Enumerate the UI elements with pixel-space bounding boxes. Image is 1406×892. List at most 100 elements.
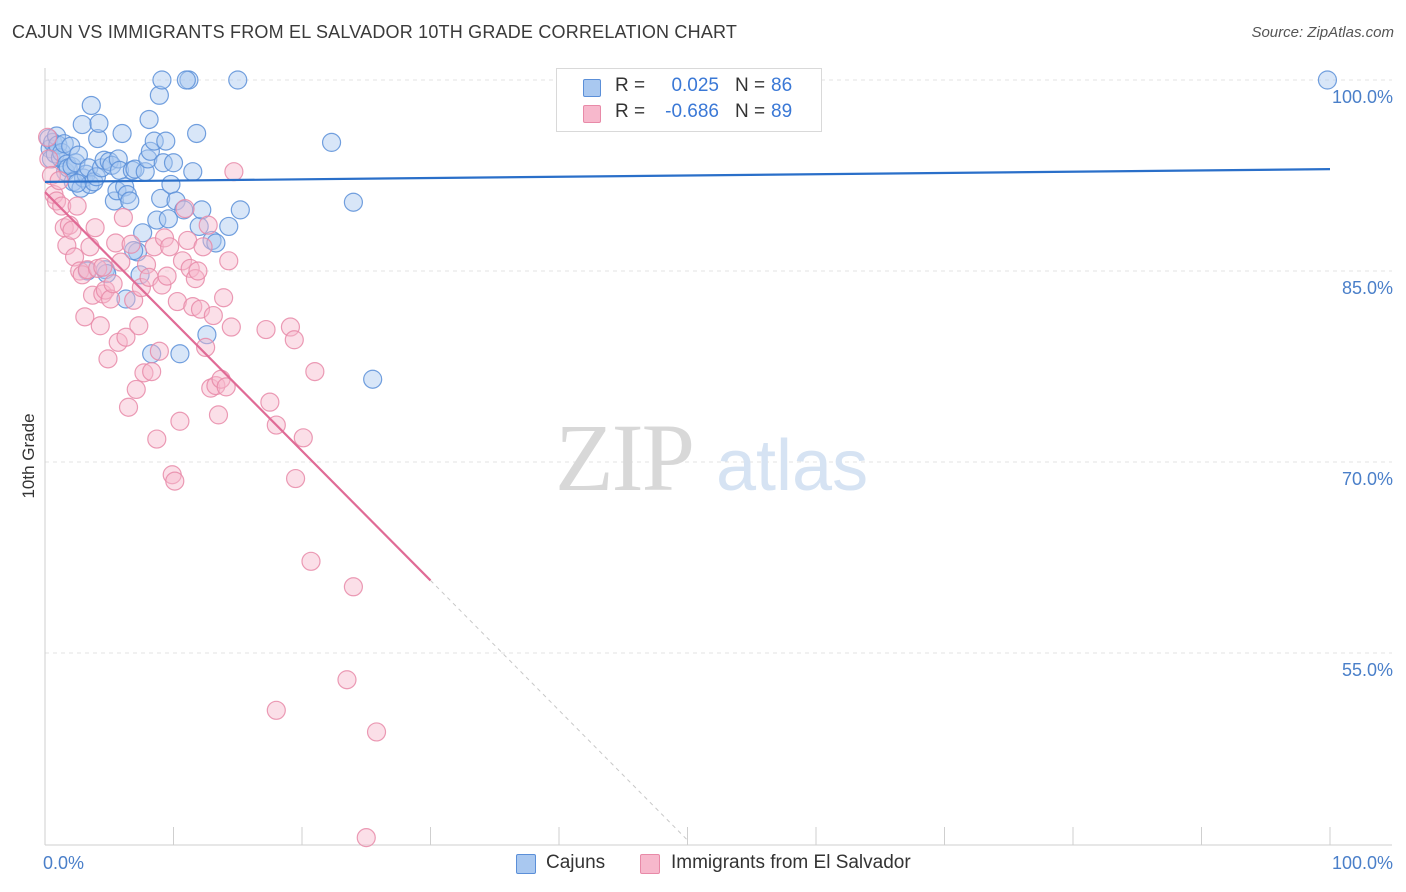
data-point-salv xyxy=(80,237,100,257)
chart-title: CAJUN VS IMMIGRANTS FROM EL SALVADOR 10T… xyxy=(12,22,738,42)
legend-row-salv: R = -0.686 N = 89 xyxy=(557,101,821,127)
legend-row-cajun: R = 0.025 N = 86 xyxy=(557,75,821,101)
y-axis-label: 10th Grade xyxy=(19,413,38,498)
data-point-salv xyxy=(57,235,77,256)
series-legend: Cajuns Immigrants from El Salvador xyxy=(0,852,1406,878)
data-point-cajun xyxy=(153,153,173,173)
data-point-salv xyxy=(67,196,87,216)
data-point-salv xyxy=(154,228,175,248)
legend-swatch-salv xyxy=(583,105,601,123)
legend-n-label: N = xyxy=(735,101,766,122)
data-point-salv xyxy=(121,234,141,254)
series-legend-swatch-salv xyxy=(640,854,660,874)
x-tick-label: 100.0% xyxy=(1332,853,1393,873)
data-point-salv xyxy=(147,429,167,449)
data-point-cajun xyxy=(158,209,178,229)
data-point-salv xyxy=(106,233,126,253)
data-point-salv xyxy=(62,220,82,240)
data-point-salv xyxy=(85,218,105,238)
x-tick-label: 0.0% xyxy=(43,853,84,873)
data-point-salv xyxy=(180,258,200,279)
data-point-salv xyxy=(100,289,121,309)
legend-r-value: -0.686 xyxy=(665,101,719,122)
data-point-salv xyxy=(95,280,115,300)
series-cajun-points xyxy=(39,70,1338,389)
data-point-cajun xyxy=(156,131,176,151)
y-tick-label: 100.0% xyxy=(1332,87,1393,107)
data-point-cajun xyxy=(133,223,153,243)
data-point-salv xyxy=(216,377,236,397)
data-point-cajun xyxy=(363,369,383,389)
data-point-cajun xyxy=(228,70,248,90)
grid-layer xyxy=(45,79,1392,654)
data-point-salv xyxy=(152,275,172,295)
data-point-salv xyxy=(175,199,195,219)
data-point-cajun xyxy=(149,85,169,105)
data-point-salv xyxy=(118,397,139,417)
data-point-cajun xyxy=(1317,70,1338,90)
data-point-salv xyxy=(170,411,190,431)
data-point-salv xyxy=(98,349,118,369)
legend-n-value: 86 xyxy=(771,75,793,96)
data-point-salv xyxy=(193,237,213,257)
watermark-zip: ZIP xyxy=(555,404,693,511)
correlation-legend: R = 0.025 N = 86 R = -0.686 N = 89 xyxy=(556,68,822,132)
data-point-salv xyxy=(129,316,149,336)
data-point-salv xyxy=(142,361,162,382)
data-point-salv xyxy=(301,551,321,571)
data-point-salv xyxy=(113,207,133,228)
data-point-salv xyxy=(93,257,113,277)
data-point-cajun xyxy=(88,128,108,149)
data-point-salv xyxy=(149,341,169,361)
data-point-salv xyxy=(198,215,218,235)
legend-swatch-cajun xyxy=(583,79,601,97)
data-point-salv xyxy=(221,317,241,337)
data-point-cajun xyxy=(163,153,184,173)
data-point-salv xyxy=(185,269,205,289)
data-point-salv xyxy=(75,307,95,327)
series-legend-swatch-cajun xyxy=(516,854,536,874)
data-point-cajun xyxy=(151,188,171,209)
data-point-salv xyxy=(183,297,203,317)
data-point-salv xyxy=(134,363,154,383)
axes-layer xyxy=(44,68,1392,846)
trend-line-cajun xyxy=(44,168,1331,183)
data-point-cajun xyxy=(219,216,239,237)
data-point-salv xyxy=(293,428,313,448)
data-point-salv xyxy=(196,337,216,357)
data-point-salv xyxy=(167,291,187,312)
data-point-salv xyxy=(224,162,244,182)
data-point-cajun xyxy=(120,191,140,211)
data-point-salv xyxy=(337,670,357,690)
data-point-salv xyxy=(126,379,146,400)
data-point-cajun xyxy=(321,132,342,152)
data-point-cajun xyxy=(112,123,132,144)
watermark: ZIP atlas xyxy=(555,404,868,511)
series-legend-label-cajun: Cajuns xyxy=(546,852,606,873)
legend-r-value: 0.025 xyxy=(671,75,719,96)
data-point-salv xyxy=(219,251,239,271)
data-point-cajun xyxy=(138,149,158,169)
trend-extension-salv xyxy=(430,580,688,841)
points-layer xyxy=(37,70,1338,848)
y-tick-label: 85.0% xyxy=(1342,278,1393,298)
series-salv-points xyxy=(37,127,387,848)
tick-label-layer: 100.0% 85.0% 70.0% 55.0% 0.0% 100.0% xyxy=(43,87,1393,873)
data-point-cajun xyxy=(139,109,159,130)
data-point-salv xyxy=(343,577,363,597)
data-point-salv xyxy=(203,305,223,326)
data-point-salv xyxy=(284,330,304,350)
trend-line-salv xyxy=(44,191,432,582)
data-point-cajun xyxy=(140,141,160,161)
data-point-cajun xyxy=(67,173,87,193)
chart-source: Source: ZipAtlas.com xyxy=(1251,24,1394,41)
data-point-cajun xyxy=(116,289,136,309)
data-point-salv xyxy=(90,316,110,336)
y-tick-label: 70.0% xyxy=(1342,469,1393,489)
data-point-cajun xyxy=(81,95,101,116)
data-point-salv xyxy=(172,251,193,271)
data-point-cajun xyxy=(176,70,196,90)
data-point-cajun xyxy=(230,200,250,220)
data-point-cajun xyxy=(152,70,172,90)
